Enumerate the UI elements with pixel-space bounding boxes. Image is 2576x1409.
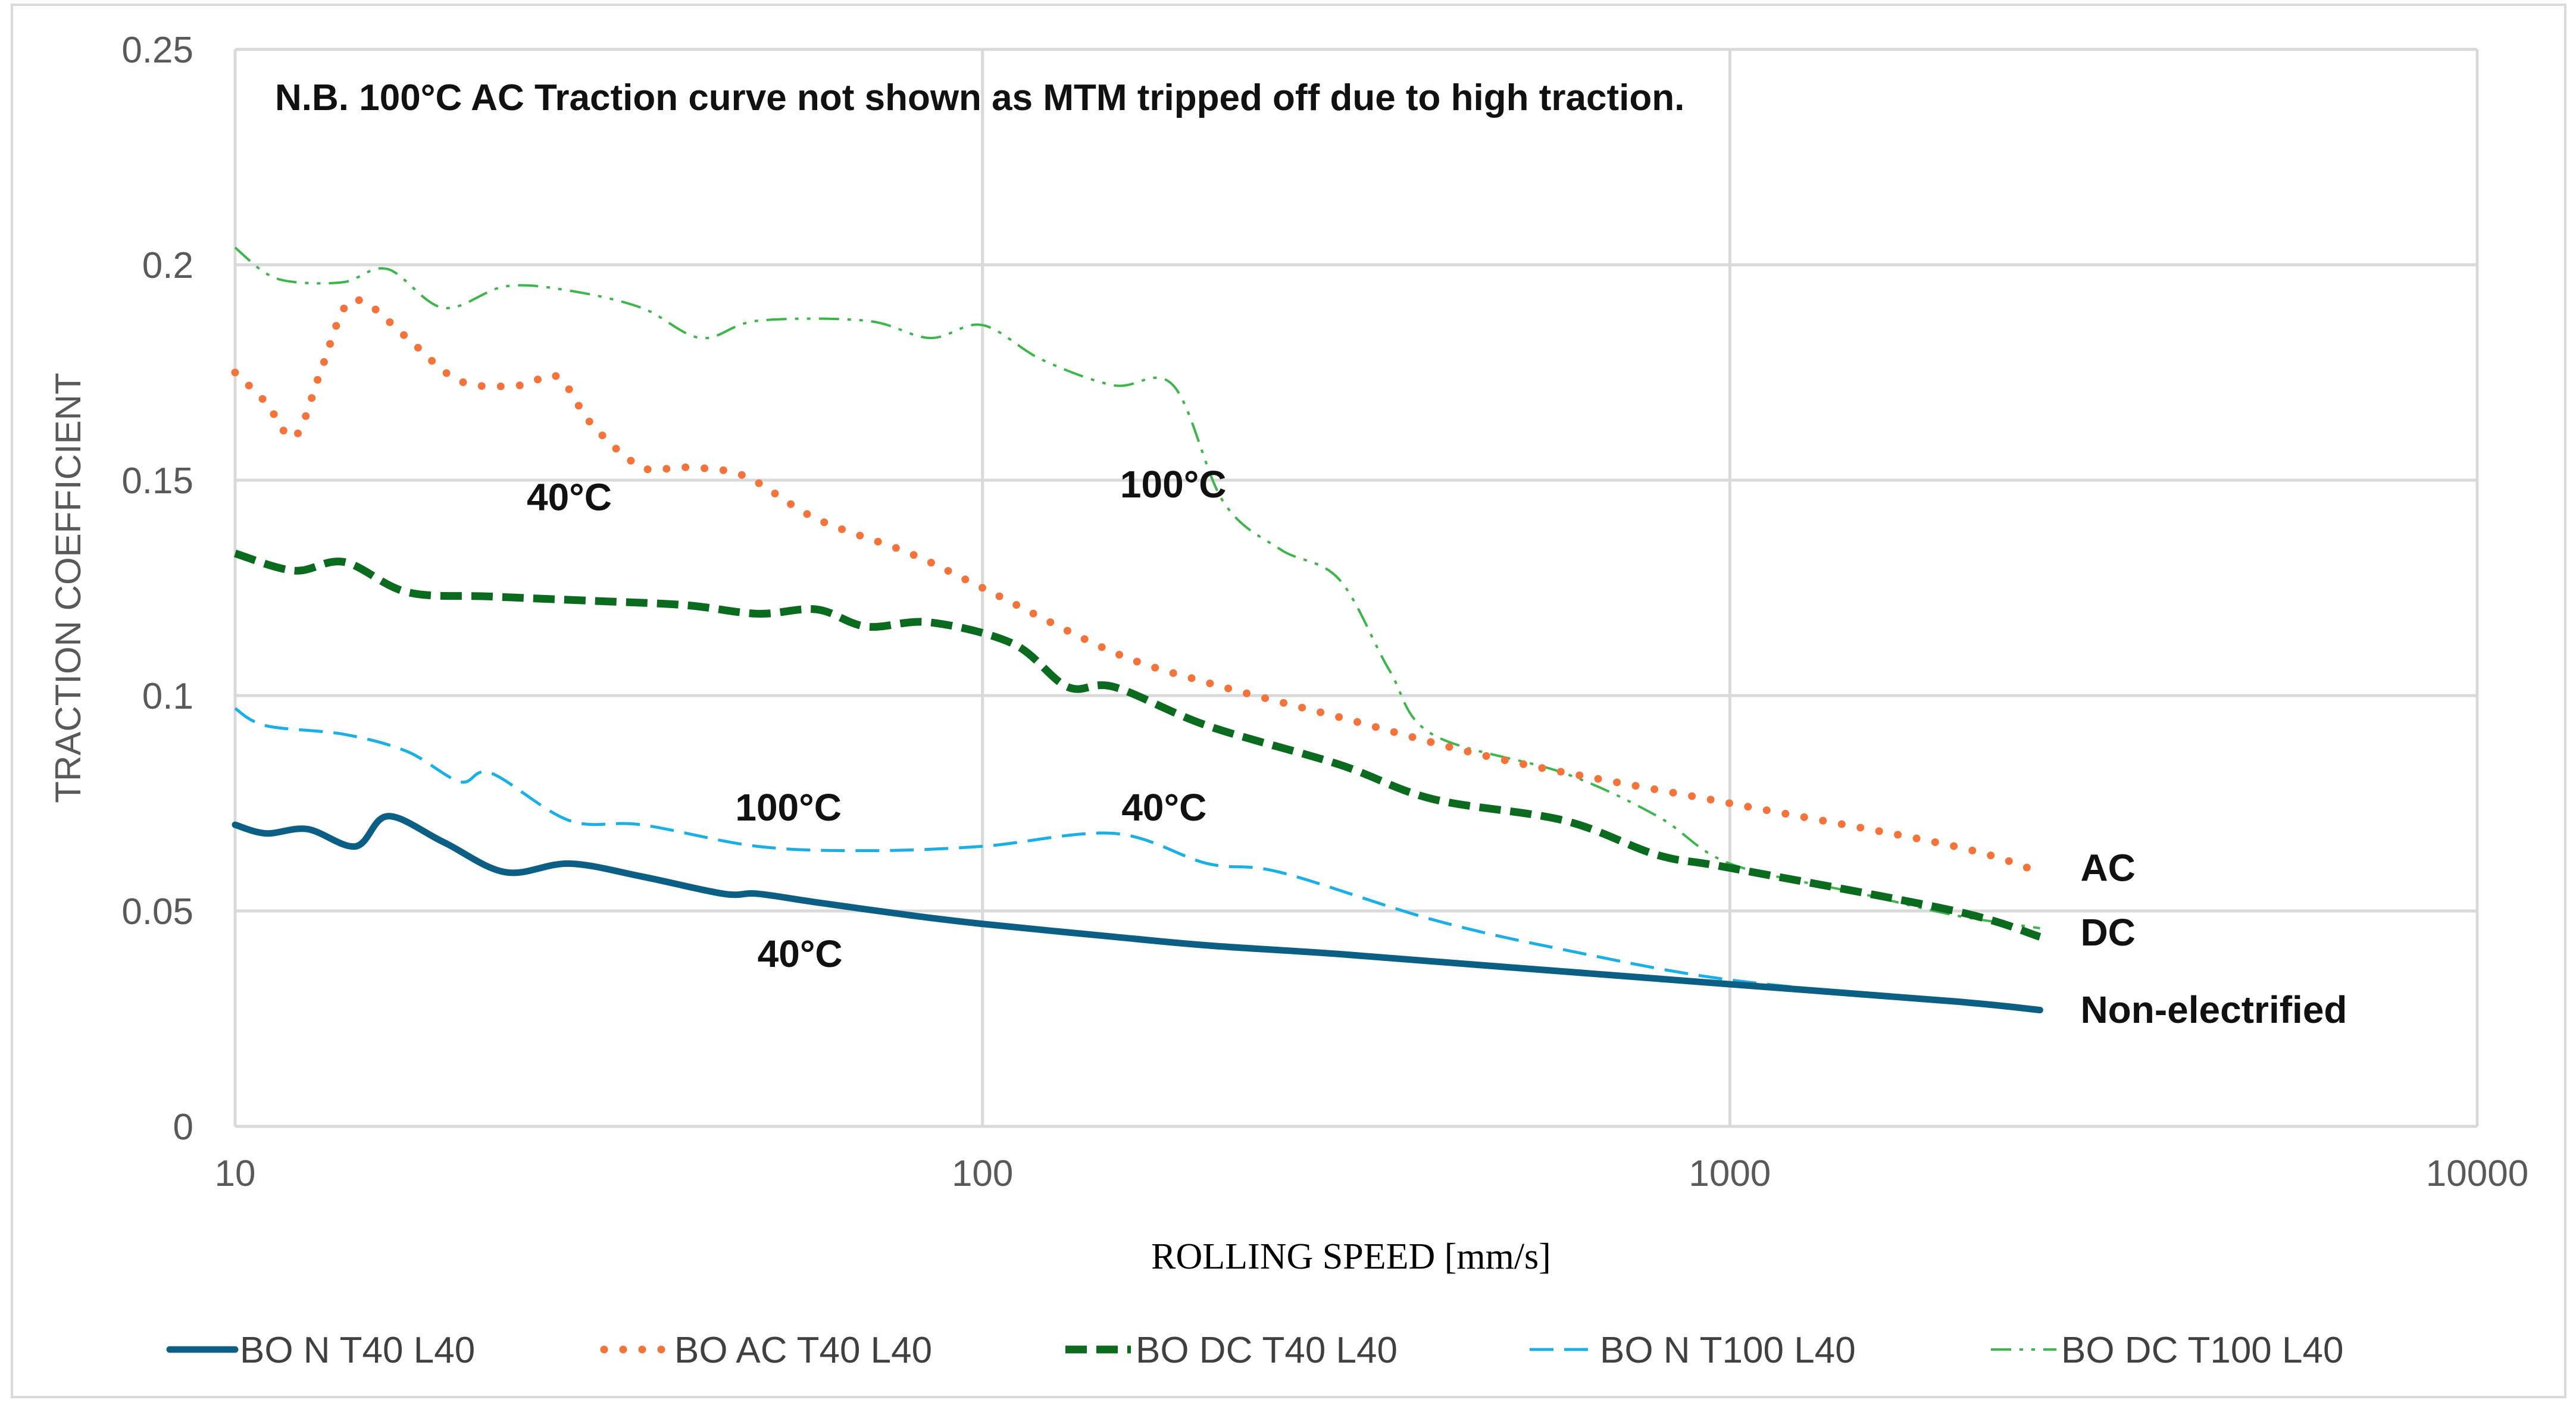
series-line-bo-ac-t40-l40 xyxy=(231,295,2044,876)
gridlines xyxy=(233,48,2479,1128)
annotation-label: 100°C xyxy=(1120,463,1227,506)
x-axis-label: ROLLING SPEED [mm/s] xyxy=(1151,1236,1551,1277)
series-line-bo-dc-t40-l40 xyxy=(234,549,2042,941)
legend-label: BO DC T40 L40 xyxy=(1136,1330,1398,1371)
y-tick-label: 0.25 xyxy=(121,30,193,71)
y-tick-label: 0.2 xyxy=(142,245,193,286)
annotation-label: 100°C xyxy=(735,786,842,829)
annotation-label: AC xyxy=(2080,846,2135,889)
legend: BO N T40 L40 BO AC T40 L40 BO DC T40 L40 BO… xyxy=(166,1330,2343,1371)
series-lines xyxy=(231,246,2044,1014)
annotation-label: Non-electrified xyxy=(2080,988,2347,1031)
y-tick-label: 0 xyxy=(173,1107,193,1148)
y-tick-label: 0.05 xyxy=(121,891,193,932)
y-tick-labels: 0 0.05 0.1 0.15 0.2 0.25 xyxy=(121,30,193,1148)
annotations: 40°C 100°C 100°C 40°C 40°C AC DC Non-electrifie… xyxy=(527,463,2347,1031)
legend-label: BO N T100 L40 xyxy=(1600,1330,1856,1371)
annotation-label: 40°C xyxy=(758,932,843,975)
y-axis-label: TRACTION COEFFICIENT xyxy=(48,372,88,803)
x-tick-label: 1000 xyxy=(1689,1153,1771,1194)
y-tick-label: 0.15 xyxy=(121,461,193,502)
annotation-label: DC xyxy=(2080,911,2135,954)
legend-label: BO N T40 L40 xyxy=(240,1330,475,1371)
x-tick-label: 10 xyxy=(215,1153,256,1194)
x-tick-labels: 10 100 1000 10000 xyxy=(215,1153,2529,1194)
series-line-bo-n-t40-l40 xyxy=(232,813,2043,1014)
annotation-label: 40°C xyxy=(527,476,612,519)
chart-note: N.B. 100°C AC Traction curve not shown a… xyxy=(275,77,1684,118)
x-tick-label: 10000 xyxy=(2426,1153,2528,1194)
legend-label: BO AC T40 L40 xyxy=(674,1330,932,1371)
series-line-bo-n-t100-l40 xyxy=(234,707,2040,1012)
y-tick-label: 0.1 xyxy=(142,676,193,717)
legend-label: BO DC T100 L40 xyxy=(2061,1330,2343,1371)
chart-frame xyxy=(11,4,2566,1398)
x-tick-label: 100 xyxy=(952,1153,1013,1194)
annotation-label: 40°C xyxy=(1121,786,1206,829)
